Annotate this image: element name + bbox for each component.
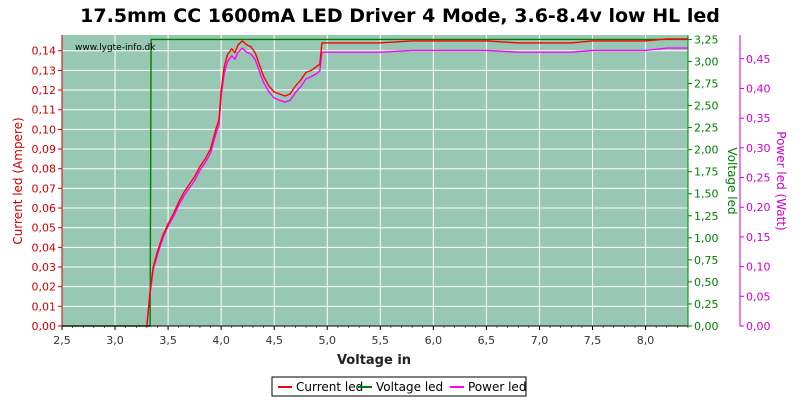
y-left-tick-label: 0,12 (32, 84, 57, 97)
x-tick-label: 8,0 (637, 334, 655, 347)
x-tick-label: 2,5 (53, 334, 71, 347)
y-right1-tick-label: 1,00 (694, 232, 719, 245)
y-right1-tick-label: 2,25 (694, 122, 719, 135)
y-left-tick-label: 0,13 (32, 64, 57, 77)
x-axis-label: Voltage in (337, 353, 411, 368)
y-right2-tick-label: 0,05 (746, 290, 771, 303)
y-axis-right2-label: Power led (Watt) (774, 131, 788, 230)
y-left-tick-label: 0,10 (32, 123, 57, 136)
y-right2-tick-label: 0,10 (746, 261, 771, 274)
x-tick-label: 7,0 (531, 334, 549, 347)
y-right2-tick-label: 0,25 (746, 172, 771, 185)
y-right1-tick-label: 3,00 (694, 55, 719, 68)
y-right1-tick-label: 2,00 (694, 144, 719, 157)
y-right2-tick-label: 0,30 (746, 142, 771, 155)
legend-label-current-led: Current led (296, 380, 363, 394)
y-right1-tick-label: 1,50 (694, 188, 719, 201)
axes: 2,5 3,0 3,5 4,0 4,5 5,0 5,5 6,0 6,5 7,0 7,5 8,0 0,00… (32, 33, 771, 347)
x-tick-label: 3,5 (159, 334, 177, 347)
y-right2-tick-label: 0,15 (746, 231, 771, 244)
watermark: www.lygte-info.dk (75, 43, 156, 53)
y-left-tick-label: 0,06 (32, 202, 57, 215)
y-left-tick-label: 0,09 (32, 143, 57, 156)
y-right2-tick-label: 0,45 (746, 53, 771, 66)
y-right1-tick-label: 0,75 (694, 254, 719, 267)
y-left-tick-label: 0,08 (32, 163, 57, 176)
y-right1-tick-label: 2,50 (694, 100, 719, 113)
x-tick-label: 5,0 (319, 334, 337, 347)
y-right1-tick-label: 1,75 (694, 166, 719, 179)
y-left-tick-label: 0,11 (32, 104, 57, 117)
y-right1-tick-label: 1,25 (694, 210, 719, 223)
x-tick-label: 4,0 (212, 334, 230, 347)
y-left-tick-label: 0,03 (32, 261, 57, 274)
y-right1-tick-label: 3,25 (694, 33, 719, 46)
y-left-tick-label: 0,07 (32, 182, 57, 195)
y-right1-tick-label: 0,25 (694, 298, 719, 311)
y-axis-right1-label: Voltage led (725, 147, 739, 214)
x-tick-label: 7,5 (584, 334, 602, 347)
legend-box (271, 376, 527, 397)
y-right2-tick-label: 0,40 (746, 82, 771, 95)
legend-label-power-led: Power led (468, 380, 526, 394)
y-left-tick-label: 0,05 (32, 222, 57, 235)
y-left-tick-label: 0,01 (32, 300, 57, 313)
x-tick-label: 6,5 (478, 334, 496, 347)
y-left-tick-label: 0,04 (32, 241, 57, 254)
x-tick-label: 6,0 (425, 334, 443, 347)
y-left-tick-label: 0,14 (32, 45, 57, 58)
y-left-tick-label: 0,00 (32, 320, 57, 333)
legend: Current led Voltage led Power led (271, 376, 527, 397)
y-right2-tick-label: 0,00 (746, 320, 771, 333)
series-power-led (146, 47, 688, 327)
x-tick-label: 3,0 (106, 334, 124, 347)
series-current-led (146, 38, 688, 327)
y-left-tick-label: 0,02 (32, 281, 57, 294)
x-tick-label: 5,5 (372, 334, 390, 347)
y-right1-tick-label: 0,00 (694, 320, 719, 333)
y-right1-tick-label: 2,75 (694, 78, 719, 91)
y-right1-tick-label: 0,50 (694, 276, 719, 289)
legend-label-voltage-led: Voltage led (376, 380, 443, 394)
chart-title: 17.5mm CC 1600mA LED Driver 4 Mode, 3.6-… (80, 5, 720, 27)
y-right2-tick-label: 0,20 (746, 201, 771, 214)
y-right2-tick-label: 0,35 (746, 112, 771, 125)
x-tick-label: 4,5 (265, 334, 283, 347)
y-axis-left-label: Current led (Ampere) (11, 117, 25, 244)
plot-area (62, 35, 688, 326)
